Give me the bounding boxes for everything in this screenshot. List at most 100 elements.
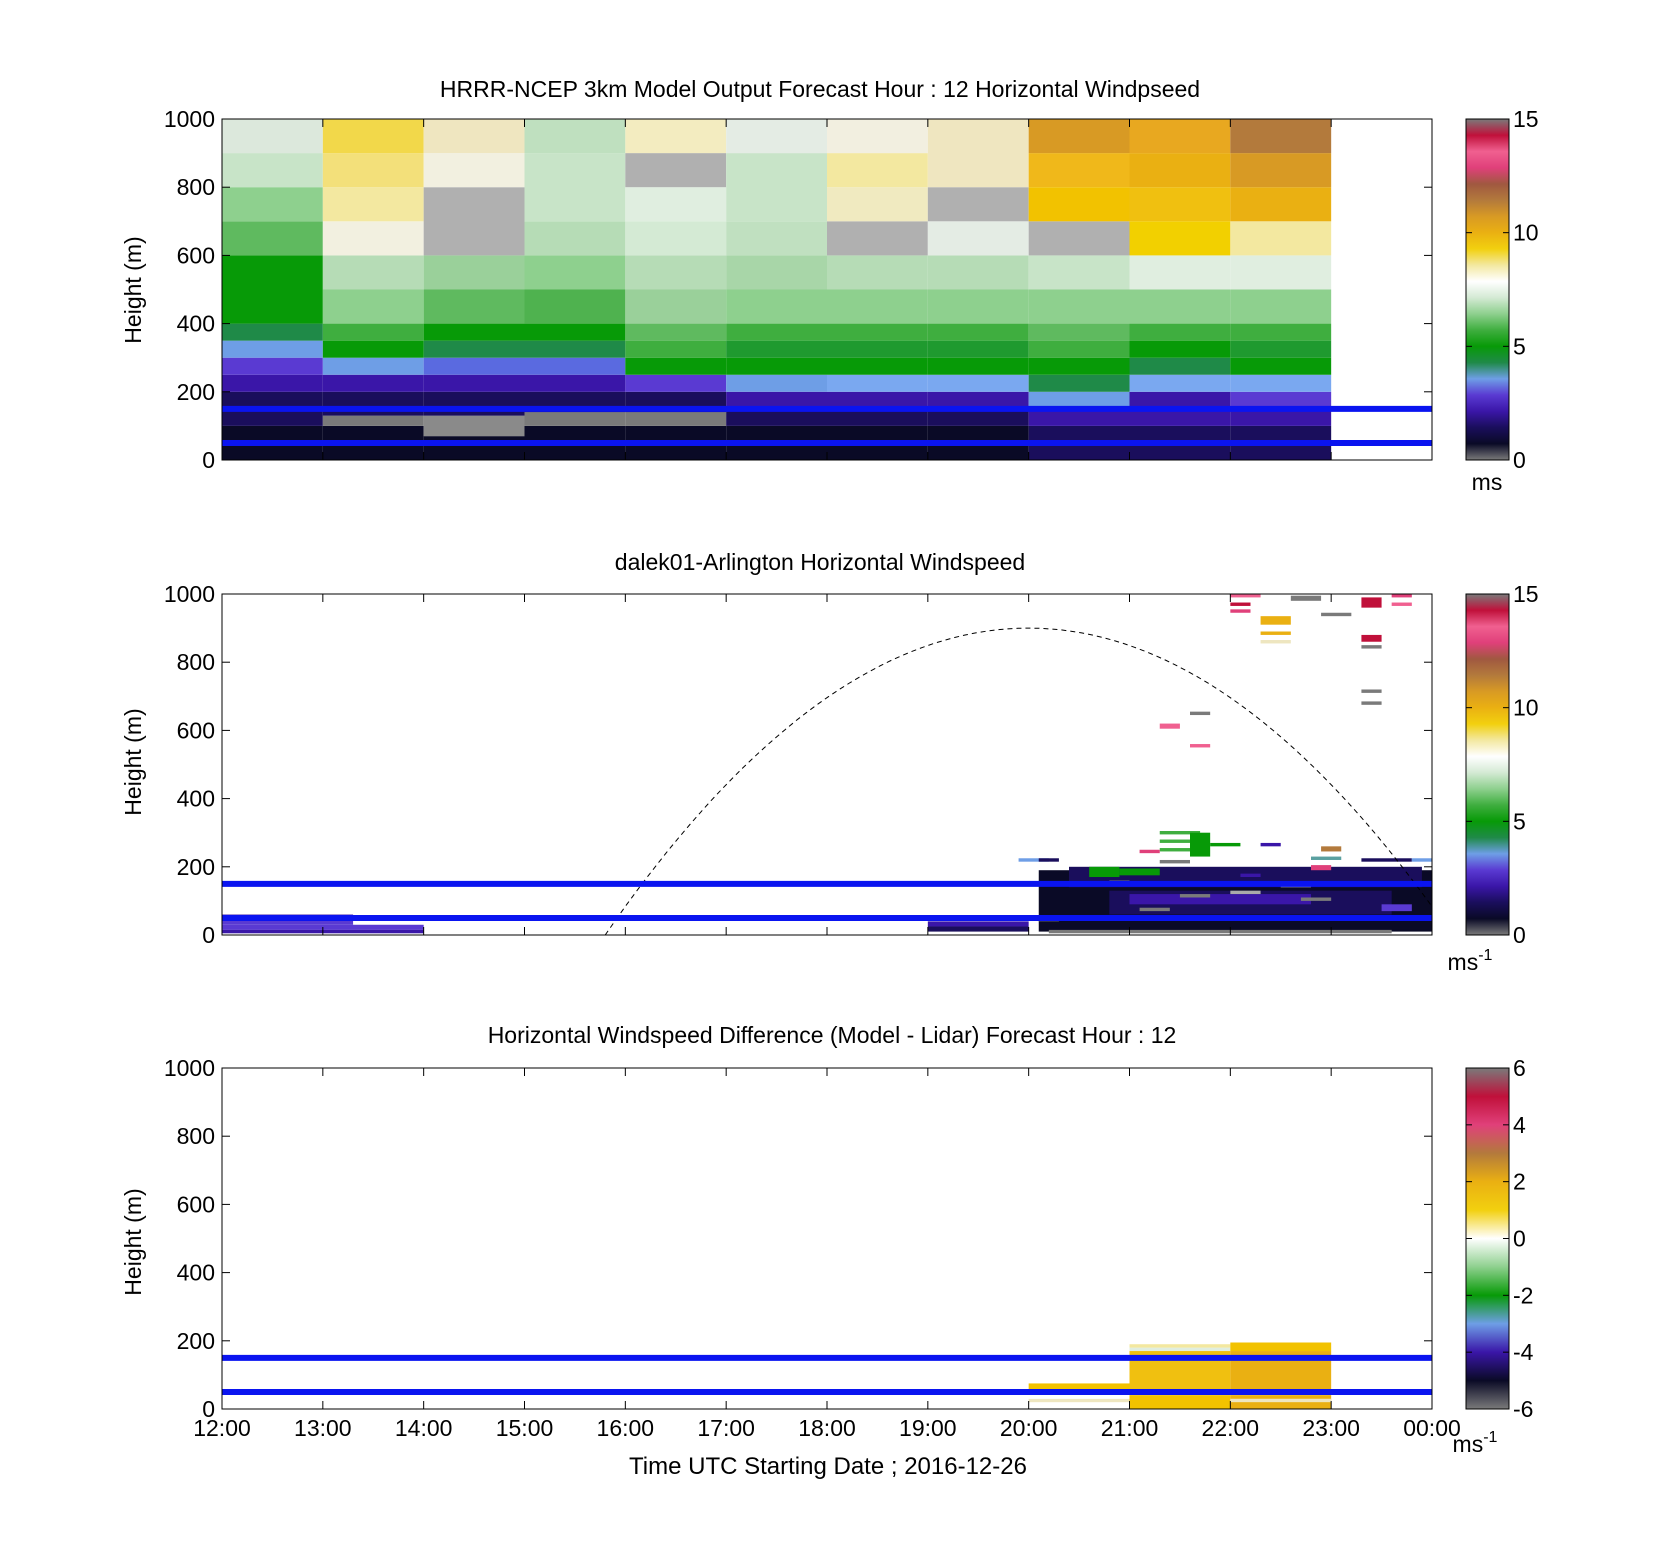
panel-model: HRRR-NCEP 3km Model Output Forecast Hour…	[120, 76, 1539, 495]
colorbar-tick-label: -4	[1513, 1339, 1534, 1365]
heat-cell	[726, 221, 827, 256]
heat-cell	[1129, 1395, 1231, 1409]
x-tick-label: 22:00	[1202, 1415, 1260, 1441]
heat-cell	[1129, 374, 1231, 392]
heat-cell	[1129, 255, 1231, 290]
heat-cell	[1230, 374, 1332, 392]
heat-cell	[423, 415, 525, 437]
colorbar-tick-label: 10	[1513, 695, 1539, 721]
heat-cell	[927, 391, 1029, 409]
heat-cell	[1240, 873, 1261, 878]
time-axis-label: Time UTC Starting Date ; 2016-12-26	[629, 1453, 1027, 1480]
heat-cell	[927, 119, 1029, 188]
heat-cell	[1129, 408, 1231, 426]
panel-lidar: dalek01-Arlington Horizontal Windspeed H…	[120, 549, 1539, 975]
heat-cell	[1321, 846, 1342, 852]
heat-cell	[322, 357, 424, 375]
heat-cell	[827, 357, 928, 375]
heat-cell	[726, 255, 827, 290]
heat-cell	[726, 289, 827, 324]
panel-difference-colorbar: -6 -4 -2 0 2 4 6	[1465, 1055, 1534, 1422]
heat-cell	[222, 255, 323, 290]
heat-cell	[222, 374, 323, 392]
colorbar-tick-label: -2	[1513, 1282, 1533, 1308]
heat-cell	[1089, 866, 1120, 878]
y-tick-label: 800	[177, 649, 215, 675]
plot-data-layer	[222, 119, 1432, 460]
heat-cell	[1321, 612, 1352, 617]
plot-data-layer	[222, 594, 1432, 935]
heat-cell	[827, 187, 928, 222]
heat-cell	[1230, 391, 1332, 409]
heat-cell	[1129, 187, 1231, 222]
heat-cell	[1230, 187, 1332, 222]
heat-cell	[1361, 689, 1382, 693]
colorbar-tick-label: 0	[1513, 447, 1526, 473]
heat-cell	[222, 289, 323, 324]
heat-cell	[625, 255, 727, 290]
y-tick-label: 800	[177, 174, 215, 200]
heat-cell	[1028, 1398, 1130, 1403]
heat-cell	[1230, 153, 1332, 188]
heat-cell	[1260, 616, 1291, 625]
x-tick-label: 21:00	[1101, 1415, 1159, 1441]
x-tick-label: 23:00	[1302, 1415, 1360, 1441]
heat-cell	[1028, 374, 1130, 392]
heat-cell	[1028, 255, 1130, 290]
panel-lidar-colorbar-unit: ms-1	[1448, 947, 1493, 975]
heat-cell	[1230, 255, 1332, 290]
solar-elevation-curve	[604, 627, 1432, 935]
x-tick-label: 16:00	[597, 1415, 655, 1441]
heat-cell	[827, 323, 928, 341]
heat-cell	[1139, 907, 1170, 912]
heat-cell	[1230, 221, 1332, 256]
heat-cell	[1159, 839, 1201, 843]
x-tick-label: 17:00	[697, 1415, 755, 1441]
heat-cell	[1028, 1383, 1130, 1391]
heat-cell	[1129, 357, 1231, 375]
heat-cell	[927, 357, 1029, 375]
heat-cell	[1230, 119, 1332, 154]
heat-cell	[1028, 357, 1130, 375]
heat-cell	[1260, 640, 1291, 644]
heat-cell	[524, 323, 626, 341]
y-tick-label: 0	[202, 922, 215, 948]
heat-cell	[1210, 842, 1241, 847]
heat-cell	[1028, 221, 1130, 256]
heat-cell	[827, 153, 928, 188]
heat-cell	[1190, 711, 1211, 716]
heat-cell	[1129, 323, 1231, 341]
heat-cell	[1260, 631, 1291, 635]
heat-cell	[927, 408, 1029, 426]
heat-cell	[625, 357, 727, 375]
panel-difference-ylabel: Height (m)	[120, 1188, 146, 1295]
heat-cell	[222, 357, 323, 375]
heat-cell	[1119, 868, 1160, 876]
heat-cell	[322, 221, 424, 256]
y-tick-label: 400	[177, 311, 215, 337]
y-tick-label: 200	[177, 854, 215, 880]
heat-cell	[1159, 859, 1190, 864]
heat-cell	[1190, 832, 1211, 857]
heat-cell	[927, 289, 1029, 324]
heat-cell	[423, 289, 525, 324]
colorbar-tick-label: -6	[1513, 1396, 1533, 1422]
heat-cell	[1230, 408, 1332, 426]
heat-cell	[322, 415, 424, 426]
heat-cell	[524, 255, 626, 290]
heat-cell	[1028, 187, 1130, 222]
heat-cell	[827, 221, 928, 256]
heat-cell	[1230, 1342, 1332, 1352]
y-tick-label: 0	[202, 447, 215, 473]
colorbar-tick-label: 15	[1513, 106, 1539, 132]
panel-difference: Horizontal Windspeed Difference (Model -…	[120, 1022, 1534, 1480]
heat-cell	[827, 408, 928, 426]
heat-cell	[322, 289, 424, 324]
panel-difference-colorbar-unit: ms-1	[1453, 1429, 1498, 1457]
heat-cell	[827, 374, 928, 392]
heat-cell	[222, 187, 323, 222]
heat-cell	[726, 374, 827, 392]
heat-cell	[1230, 890, 1261, 895]
heat-cell	[423, 374, 525, 392]
heat-cell	[625, 187, 727, 222]
